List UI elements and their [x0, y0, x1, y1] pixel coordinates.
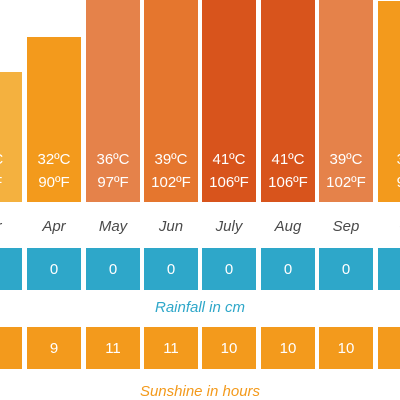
temp-c-label-sep: 39ºC — [329, 151, 363, 168]
month-label-oct: O — [378, 218, 400, 235]
temp-c-label-jun: 39ºC — [154, 151, 188, 168]
temp-f-label-jun: 102ºF — [151, 174, 191, 191]
temp-bar-jun — [144, 0, 198, 202]
temp-c-label-apr: 32ºC — [37, 151, 71, 168]
rain-cell-apr: 0 — [27, 248, 81, 290]
sun-cell-sep: 10 — [319, 327, 373, 369]
temp-bar-sep — [319, 0, 373, 202]
temp-bar-july — [202, 0, 256, 202]
rain-cell-aug: 0 — [261, 248, 315, 290]
month-label-aug: Aug — [274, 218, 302, 235]
sunshine-caption: Sunshine in hours — [139, 383, 261, 400]
month-label-sep: Sep — [332, 218, 360, 235]
sun-cell-jun: 11 — [144, 327, 198, 369]
sun-cell-may: 11 — [86, 327, 140, 369]
rain-cell-sep: 0 — [319, 248, 373, 290]
rain-cell-jun: 0 — [144, 248, 198, 290]
rain-cell-oct: 0 — [378, 248, 400, 290]
temp-bar-oct — [378, 1, 400, 202]
month-label-apr: Apr — [42, 218, 66, 235]
temp-bar-apr — [27, 37, 81, 202]
temp-c-label-may: 36ºC — [96, 151, 130, 168]
month-label-jun: Jun — [158, 218, 184, 235]
month-label-may: May — [98, 218, 128, 235]
sun-cell-mar — [0, 327, 22, 369]
sun-cell-aug: 10 — [261, 327, 315, 369]
temp-c-label-aug: 41ºC — [271, 151, 305, 168]
temp-f-label-oct: 95 — [378, 175, 400, 190]
month-label-july: July — [215, 218, 243, 235]
temp-f-label-apr: 90ºF — [38, 174, 70, 191]
sun-cell-july: 10 — [202, 327, 256, 369]
rain-cell-july: 0 — [202, 248, 256, 290]
temp-f-label-mar: ºF — [0, 175, 22, 190]
rainfall-caption: Rainfall in cm — [154, 299, 246, 316]
temp-f-label-may: 97ºF — [97, 174, 129, 191]
sun-cell-apr: 9 — [27, 327, 81, 369]
temp-f-label-sep: 102ºF — [326, 174, 366, 191]
rain-cell-mar — [0, 248, 22, 290]
temp-bar-aug — [261, 0, 315, 202]
temp-f-label-aug: 106ºF — [268, 174, 308, 191]
rain-cell-may: 0 — [86, 248, 140, 290]
sun-cell-oct — [378, 327, 400, 369]
temp-c-label-july: 41ºC — [212, 151, 246, 168]
month-label-mar: ar — [0, 218, 22, 235]
temp-c-label-mar: ºC — [0, 152, 22, 167]
temp-c-label-oct: 35 — [378, 152, 400, 167]
temp-bar-may — [86, 0, 140, 202]
temp-bar-mar — [0, 72, 22, 202]
temp-f-label-july: 106ºF — [209, 174, 249, 191]
